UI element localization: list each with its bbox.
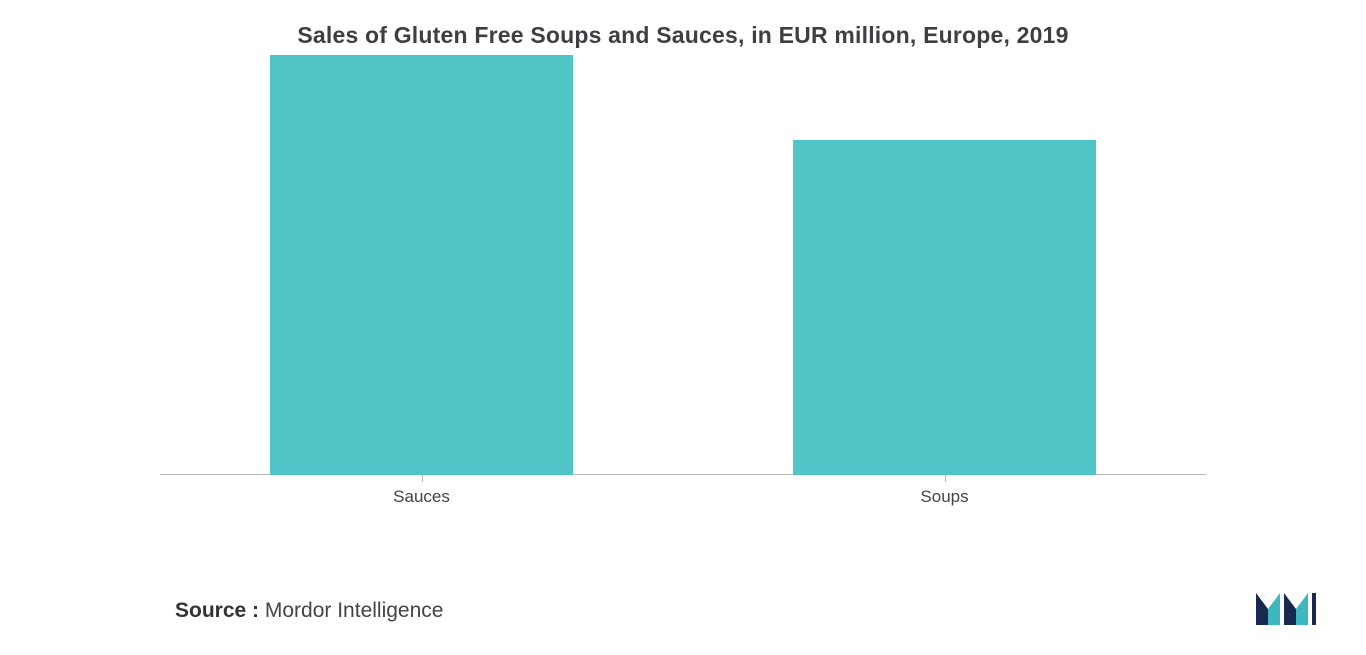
bar-sauces xyxy=(270,55,573,475)
source-attribution: Source : Mordor Intelligence xyxy=(175,599,443,623)
x-category-label: Soups xyxy=(920,487,968,507)
x-tick xyxy=(422,475,423,482)
source-label: Source : xyxy=(175,599,259,622)
mordor-logo-icon xyxy=(1254,587,1318,627)
x-tick xyxy=(945,475,946,482)
bar-soups xyxy=(793,140,1096,475)
plot-area: SaucesSoups xyxy=(160,55,1206,475)
source-name: Mordor Intelligence xyxy=(265,599,444,622)
x-category-label: Sauces xyxy=(393,487,450,507)
chart-title: Sales of Gluten Free Soups and Sauces, i… xyxy=(0,0,1366,49)
chart-container: Sales of Gluten Free Soups and Sauces, i… xyxy=(0,0,1366,655)
logo-mark xyxy=(1256,593,1316,625)
